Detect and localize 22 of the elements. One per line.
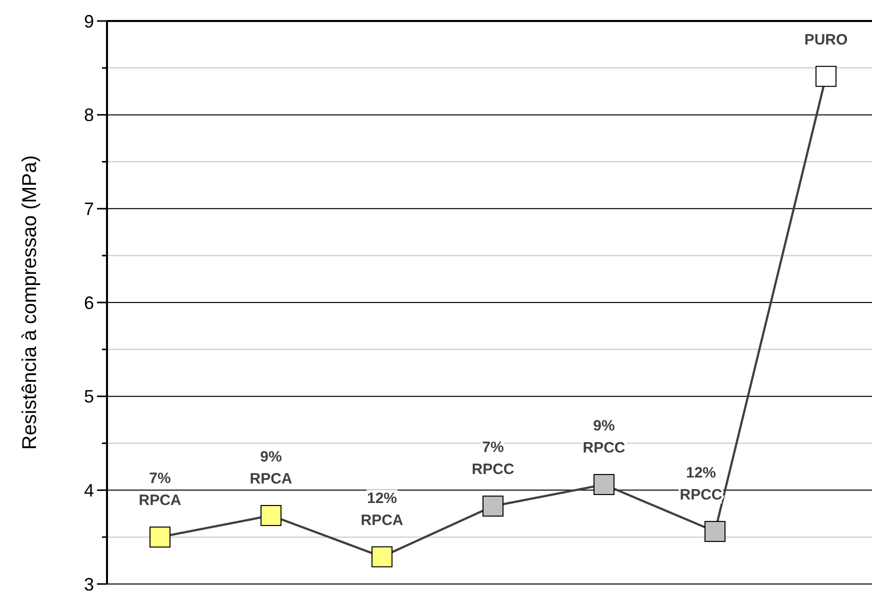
x-tick-label: 7% RPCC (472, 439, 514, 478)
x-tick-label: 12% RPCC (680, 464, 722, 504)
y-tick-label: 7 (84, 198, 94, 219)
y-tick-label: 3 (84, 574, 94, 594)
point (372, 546, 392, 568)
point (816, 66, 836, 87)
y-tick-label: 5 (84, 386, 94, 407)
y-tick-label: 8 (84, 105, 94, 126)
y-axis-title: Resistência à compressao (MPa) (19, 155, 41, 450)
point (150, 526, 170, 548)
point (594, 474, 614, 496)
x-tick-label: 9% RPCC (582, 418, 626, 457)
x-tick-label: 7% RPCA (138, 470, 182, 510)
x-tick-label: PURO (804, 31, 848, 48)
point (260, 505, 282, 526)
y-tick-label: 4 (84, 480, 94, 500)
y-tick-label: 9 (84, 11, 94, 32)
x-tick-label: 12% RPCA (360, 490, 404, 529)
y-tick-label: 6 (84, 292, 94, 313)
point (482, 496, 504, 517)
x-tick-label: 9% RPCA (250, 448, 292, 488)
point (704, 520, 726, 542)
